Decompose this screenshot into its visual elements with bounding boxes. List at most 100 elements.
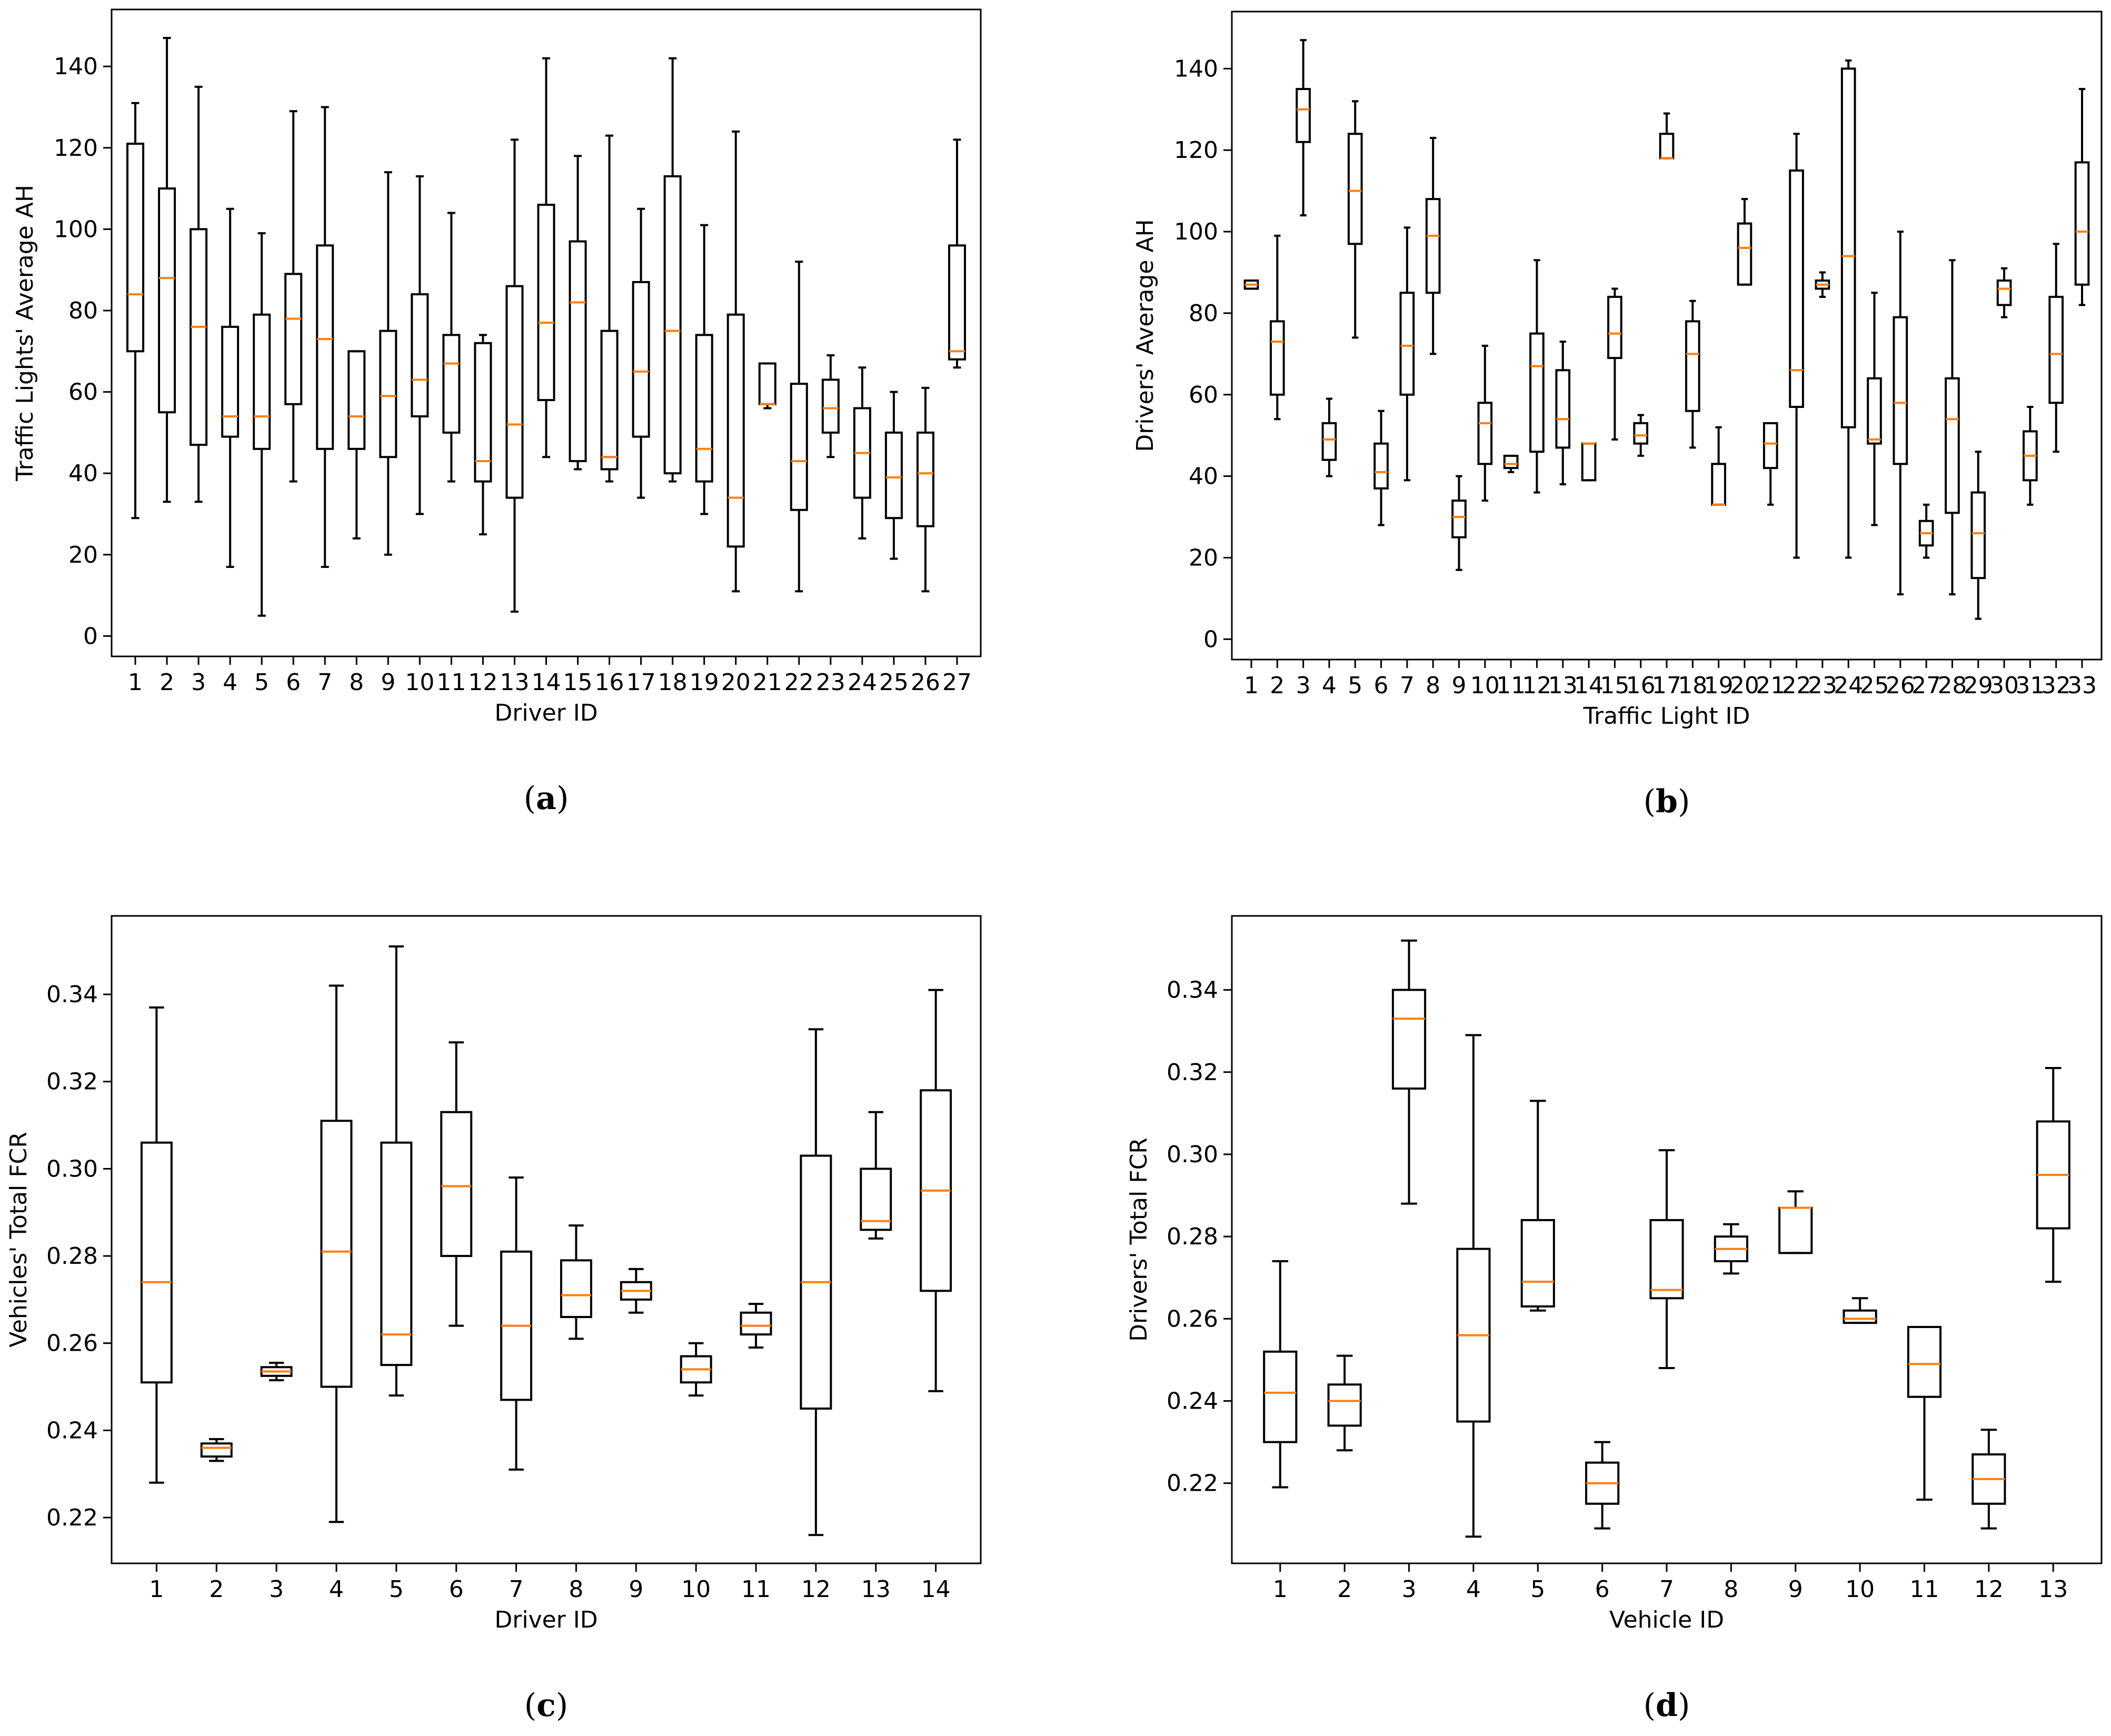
x-tick-label: 1 — [1273, 1576, 1288, 1603]
y-tick-label: 0.24 — [1167, 1388, 1218, 1415]
iqr-box — [1778, 1206, 1813, 1254]
x-tick-label: 19 — [1704, 672, 1734, 699]
box-19 — [695, 224, 713, 515]
box-8 — [560, 1224, 592, 1340]
x-tick-label: 12 — [1974, 1576, 2004, 1603]
box-4 — [320, 984, 353, 1523]
iqr-box — [1555, 369, 1571, 449]
iqr-box — [1607, 295, 1622, 360]
box-12 — [800, 1028, 832, 1537]
y-tick-label: 0.24 — [46, 1417, 98, 1444]
iqr-box — [1711, 463, 1726, 506]
iqr-box — [600, 330, 619, 471]
iqr-box — [884, 431, 903, 520]
x-tick-label: 32 — [2042, 672, 2071, 699]
box-19 — [1711, 426, 1726, 506]
x-tick-label: 27 — [942, 669, 972, 696]
box-5 — [253, 232, 271, 617]
x-tick-label: 13 — [500, 669, 529, 696]
box-21 — [758, 362, 776, 410]
y-tick-label: 40 — [68, 460, 98, 487]
box-16 — [600, 134, 619, 483]
box-7 — [316, 106, 334, 568]
iqr-box — [1737, 222, 1752, 286]
box-11 — [1907, 1325, 1942, 1501]
iqr-box — [821, 378, 840, 434]
y-tick-label: 120 — [54, 135, 98, 162]
x-tick-label: 4 — [1466, 1576, 1481, 1603]
x-tick-label: 7 — [317, 669, 332, 696]
iqr-box — [726, 313, 745, 548]
box-8 — [1714, 1223, 1748, 1275]
x-tick-label: 26 — [911, 669, 940, 696]
x-tick-label: 23 — [1808, 672, 1837, 699]
y-tick-label: 100 — [1174, 218, 1218, 245]
x-tick-label: 12 — [801, 1576, 831, 1603]
x-tick-label: 9 — [629, 1576, 643, 1603]
x-tick-label: 1 — [149, 1576, 164, 1603]
box-1 — [1263, 1260, 1298, 1489]
y-axis-label: Traffic Lights' Average AH — [12, 185, 38, 482]
box-15 — [569, 155, 587, 471]
iqr-box — [505, 285, 524, 499]
box-12 — [1529, 259, 1545, 494]
box-9 — [379, 171, 397, 556]
x-tick-label: 20 — [1730, 672, 1759, 699]
iqr-box — [1263, 1350, 1298, 1443]
axes-frame-d — [1231, 915, 2103, 1564]
x-tick-label: 16 — [1626, 672, 1656, 699]
x-tick-label: 22 — [1782, 672, 1811, 699]
caption-open-paren: ( — [1644, 783, 1656, 820]
box-14 — [537, 57, 555, 458]
box-23 — [1815, 271, 1830, 298]
box-9 — [1778, 1190, 1813, 1254]
x-tick-label: 28 — [1937, 672, 1967, 699]
box-14 — [1581, 442, 1597, 482]
y-tick-label: 0.22 — [1167, 1470, 1218, 1497]
iqr-box — [537, 204, 555, 402]
x-tick-label: 4 — [1322, 672, 1337, 699]
box-7 — [500, 1176, 533, 1471]
box-11 — [740, 1303, 772, 1349]
box-3 — [190, 85, 208, 503]
iqr-box — [1633, 422, 1649, 445]
x-tick-label: 15 — [1600, 672, 1629, 699]
box-30 — [1996, 267, 2012, 318]
y-tick-label: 140 — [54, 53, 98, 80]
iqr-box — [379, 330, 397, 458]
y-tick-label: 120 — [1174, 137, 1218, 164]
x-tick-label: 10 — [1845, 1576, 1875, 1603]
x-axis-label: Driver ID — [494, 700, 598, 726]
iqr-box — [1520, 1219, 1555, 1308]
box-14 — [920, 989, 952, 1392]
x-tick-label: 14 — [1574, 672, 1604, 699]
x-tick-label: 21 — [1756, 672, 1785, 699]
iqr-box — [2074, 161, 2090, 286]
iqr-box — [474, 342, 492, 483]
iqr-box — [1945, 377, 1960, 514]
x-tick-label: 4 — [329, 1576, 344, 1603]
box-20 — [726, 130, 745, 593]
x-tick-label: 17 — [1652, 672, 1681, 699]
y-tick-label: 0.32 — [1167, 1059, 1218, 1086]
y-tick-label: 0.32 — [46, 1069, 98, 1095]
x-tick-label: 10 — [405, 669, 434, 696]
iqr-box — [860, 1168, 892, 1231]
y-tick-label: 0.28 — [46, 1243, 98, 1270]
box-7 — [1399, 226, 1415, 482]
iqr-box — [440, 1111, 473, 1258]
x-tick-label: 3 — [1402, 1576, 1417, 1603]
x-tick-label: 27 — [1911, 672, 1941, 699]
box-25 — [884, 391, 903, 560]
x-tick-label: 10 — [681, 1576, 711, 1603]
iqr-box — [695, 334, 713, 483]
x-tick-label: 18 — [1678, 672, 1707, 699]
iqr-box — [1893, 316, 1908, 465]
box-15 — [1607, 287, 1622, 441]
x-tick-label: 2 — [160, 669, 174, 696]
iqr-box — [1685, 320, 1700, 412]
iqr-box — [253, 313, 271, 450]
x-tick-label: 8 — [1426, 672, 1440, 699]
iqr-box — [1867, 377, 1882, 445]
iqr-box — [347, 350, 366, 450]
